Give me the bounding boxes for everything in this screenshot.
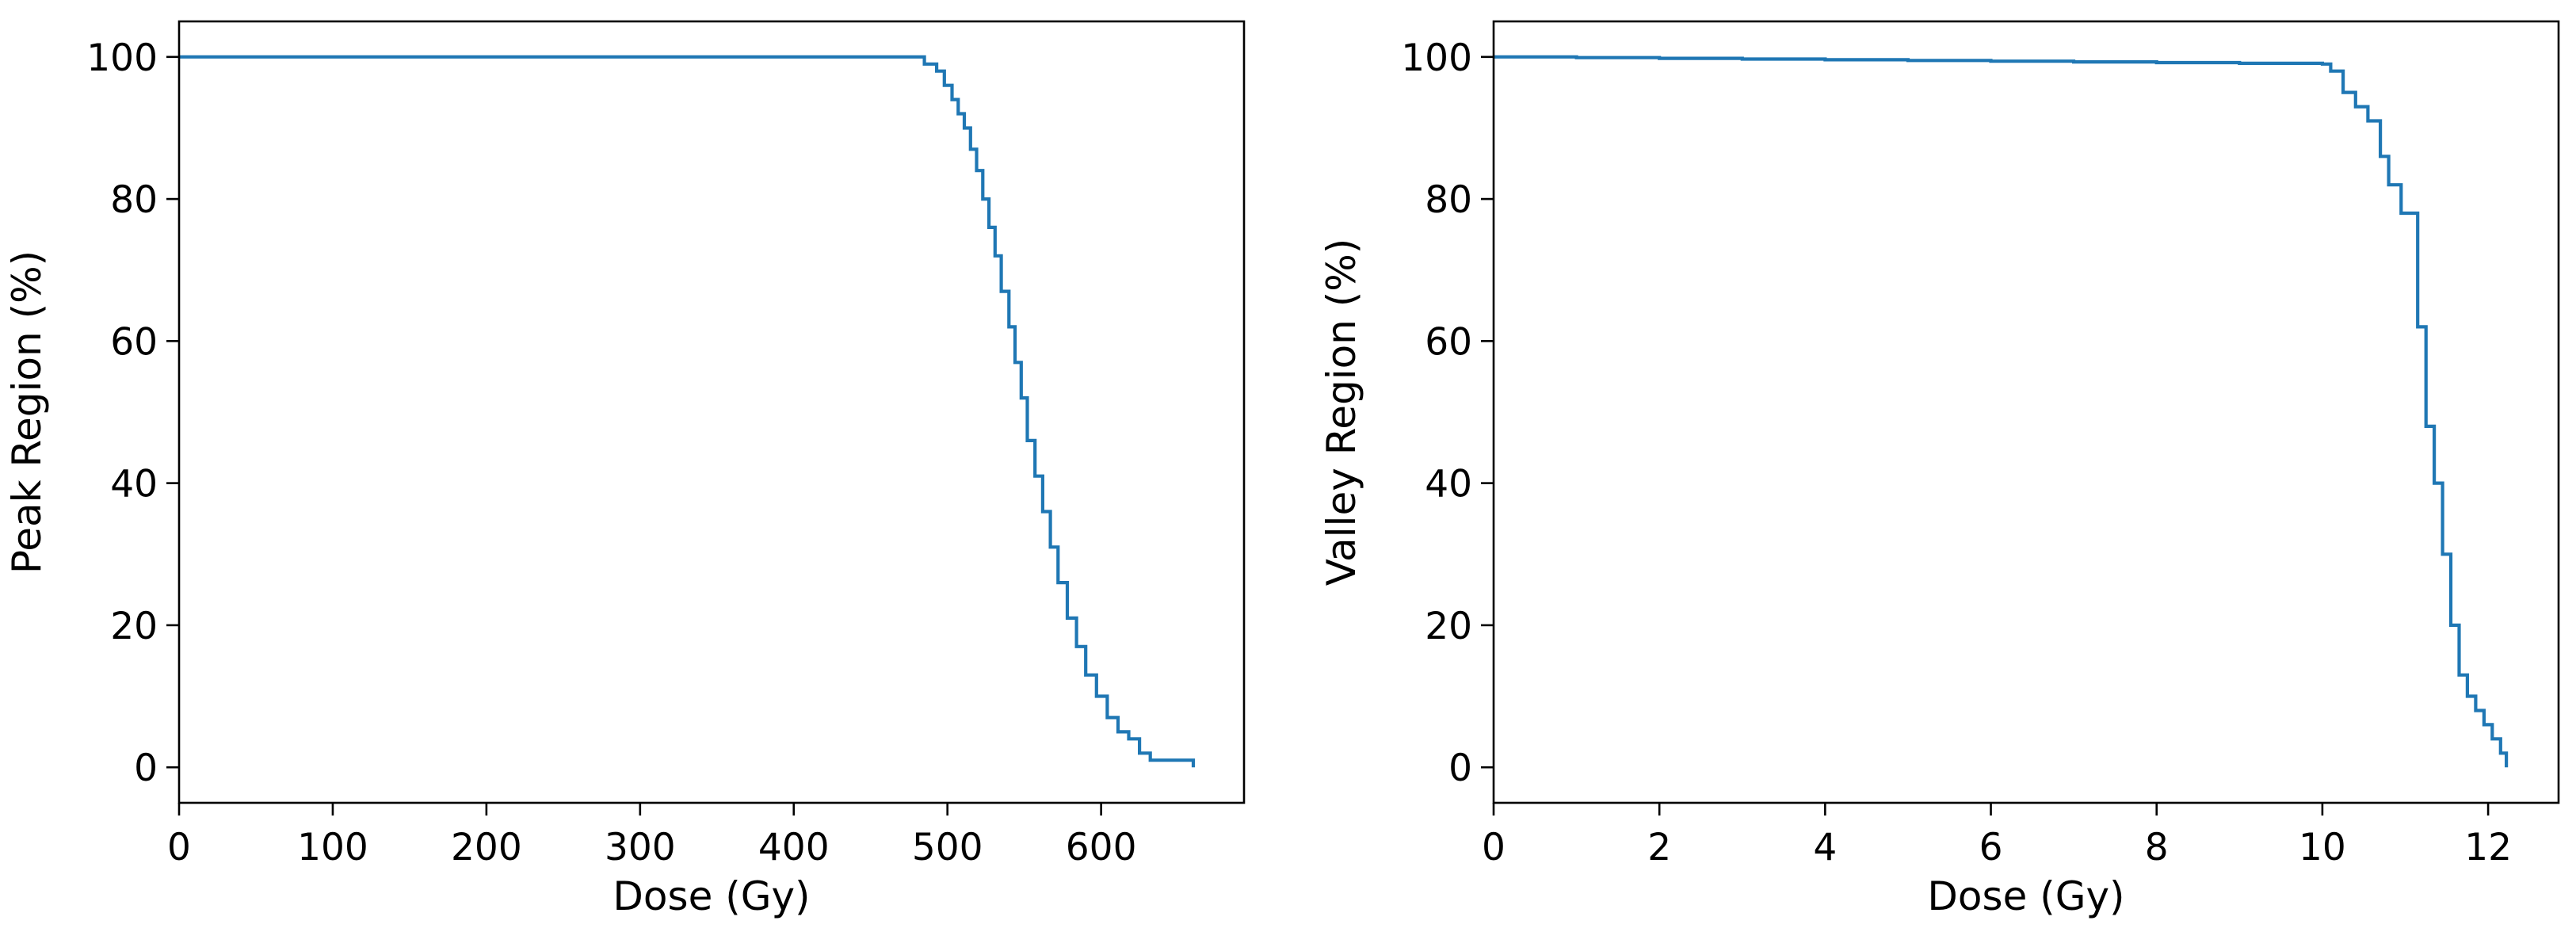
- valley-x-tick-label: 12: [2464, 826, 2512, 869]
- valley-y-tick-label: 80: [1425, 178, 1472, 222]
- peak-x-tick-label: 200: [451, 826, 522, 869]
- peak-x-tick-label: 300: [605, 826, 676, 869]
- peak-y-tick-label: 80: [110, 178, 158, 222]
- valley-y-tick-label: 20: [1425, 605, 1472, 648]
- valley-x-tick-label: 0: [1482, 826, 1506, 869]
- peak-y-tick-label: 60: [110, 320, 158, 364]
- valley-y-tick-label: 100: [1401, 36, 1472, 80]
- peak-axes-frame: [177, 20, 1246, 804]
- valley-x-tick-label: 10: [2299, 826, 2346, 869]
- peak-x-tick-label: 100: [297, 826, 368, 869]
- peak-x-axis-label: Dose (Gy): [613, 873, 810, 919]
- peak-y-tick-label: 20: [110, 605, 158, 648]
- valley-y-tick-label: 40: [1425, 463, 1472, 506]
- valley-axes-frame: [1492, 20, 2560, 804]
- peak-y-tick-label: 100: [86, 36, 158, 80]
- peak-x-tick-label: 500: [912, 826, 983, 869]
- peak-y-tick-label: 0: [134, 747, 158, 790]
- peak-y-axis-label: Peak Region (%): [4, 250, 50, 574]
- valley-series-line-0: [1494, 55, 2509, 768]
- valley-x-axis-label: Dose (Gy): [1927, 873, 2124, 919]
- valley-region-panel: 0 2 4 6 8 10 12 0 20 40 60 80 100 Dose (Gy) Valley R…: [1319, 20, 2560, 919]
- peak-series-line-0: [179, 55, 1196, 768]
- valley-y-tick-label: 0: [1448, 747, 1472, 790]
- peak-region-plot: 0 100 200 300 400 500 600 0 20 40 60 80 100: [86, 20, 1246, 869]
- peak-x-tick-label: 400: [758, 826, 830, 869]
- valley-x-tick-label: 2: [1647, 826, 1671, 869]
- peak-x-tick-label: 600: [1066, 826, 1137, 869]
- peak-x-tick-label: 0: [167, 826, 191, 869]
- valley-y-axis-label: Valley Region (%): [1319, 239, 1364, 586]
- valley-x-tick-label: 6: [1979, 826, 2003, 869]
- valley-x-tick-label: 8: [2145, 826, 2169, 869]
- valley-x-tick-label: 4: [1813, 826, 1837, 869]
- peak-region-panel: 0 100 200 300 400 500 600 0 20 40 60 80 100 Dose (Gy…: [4, 20, 1246, 919]
- valley-y-tick-label: 60: [1425, 320, 1472, 364]
- valley-region-plot: 0 2 4 6 8 10 12 0 20 40 60 80 100: [1401, 20, 2560, 869]
- peak-y-tick-label: 40: [110, 463, 158, 506]
